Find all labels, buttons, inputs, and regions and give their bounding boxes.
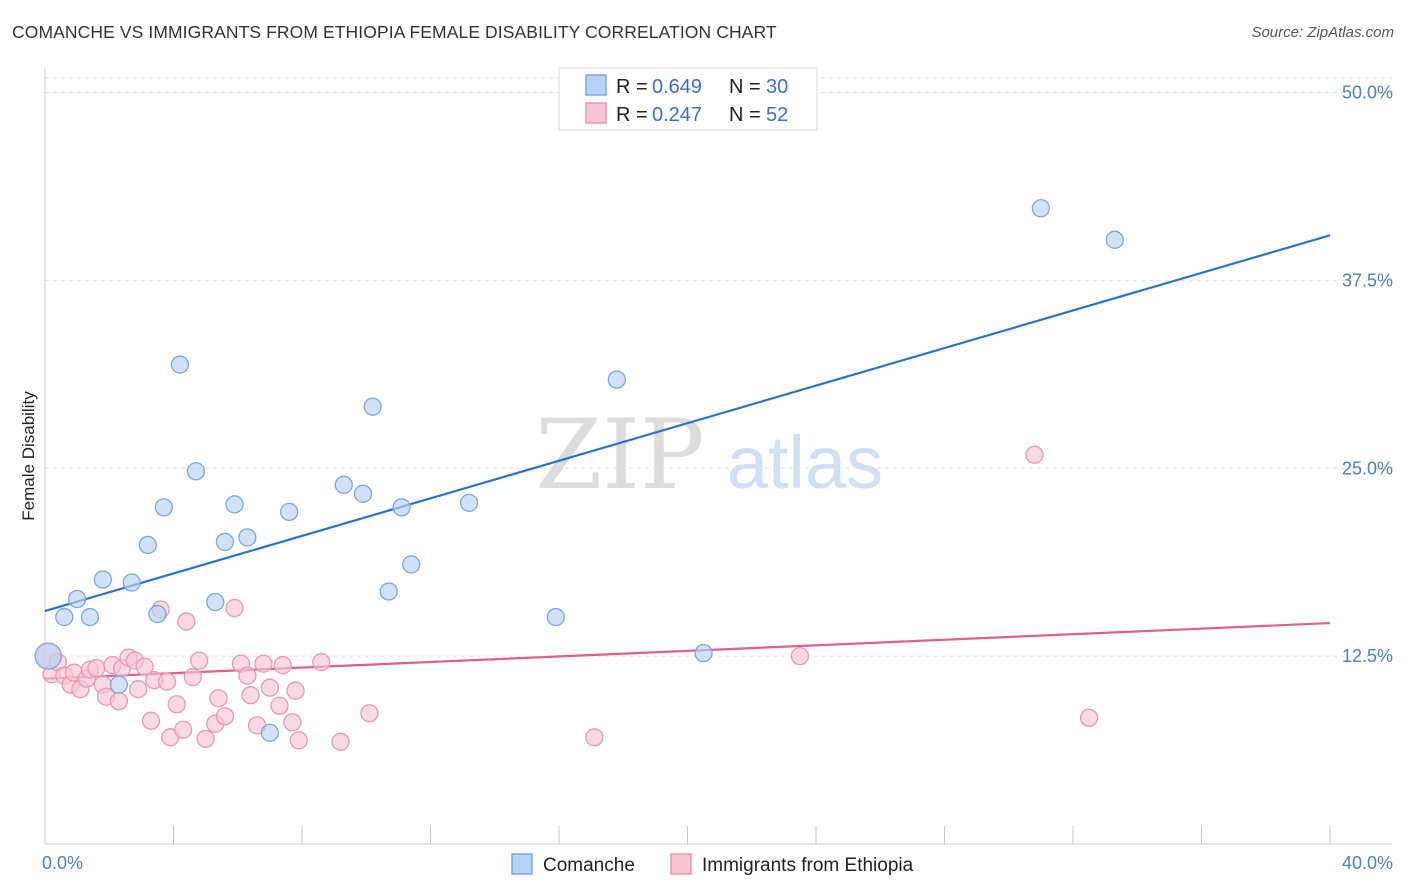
bottom-legend-swatch-ethiopia: [670, 853, 692, 875]
point-ethiopia: [260, 678, 280, 697]
watermark-zip: ZIP: [535, 399, 704, 511]
point-comanche: [459, 493, 479, 512]
legend-swatch-ethiopia: [585, 102, 607, 124]
gridlines: [45, 77, 1392, 657]
point-comanche: [170, 355, 190, 374]
point-comanche: [138, 535, 157, 555]
point-ethiopia: [173, 720, 193, 739]
point-comanche: [148, 604, 167, 624]
y-tick-label: 37.5%: [1342, 270, 1393, 290]
watermark-atlas: atlas: [727, 421, 883, 504]
y-tick-label: 12.5%: [1342, 646, 1393, 666]
point-comanche: [363, 397, 382, 416]
axes: [44, 68, 1392, 845]
point-ethiopia: [167, 695, 186, 714]
point-comanche: [34, 642, 62, 670]
point-comanche: [55, 607, 74, 627]
legend-r-value-ethiopia: 0.247: [652, 104, 702, 126]
bottom-legend-label-comanche: Comanche: [543, 855, 635, 876]
point-comanche: [402, 555, 421, 574]
point-ethiopia: [157, 672, 177, 691]
bottom-legend-label-ethiopia: Immigrants from Ethiopia: [702, 855, 914, 876]
point-comanche: [122, 573, 141, 592]
y-tick-label: 50.0%: [1342, 83, 1393, 103]
point-comanche: [109, 675, 129, 694]
bottom-legend: Comanche Immigrants from Ethiopia: [511, 853, 914, 876]
point-comanche: [607, 370, 626, 389]
legend-r-label-comanche: R =: [616, 76, 648, 98]
legend-r-label-ethiopia: R =: [616, 104, 648, 126]
legend-n-label-comanche: N =: [729, 76, 761, 98]
watermark: ZIP atlas: [535, 399, 883, 511]
point-comanche: [93, 570, 112, 589]
point-comanche: [353, 484, 373, 503]
point-comanche: [206, 592, 225, 612]
point-ethiopia: [135, 657, 154, 676]
point-comanche: [1105, 230, 1124, 249]
point-comanche: [67, 589, 87, 609]
y-axis-label: Female Disability: [19, 391, 38, 521]
point-comanche: [215, 532, 235, 552]
point-comanche: [279, 502, 299, 522]
point-ethiopia: [129, 680, 148, 699]
point-ethiopia: [289, 731, 308, 750]
point-ethiopia: [360, 704, 379, 723]
point-ethiopia: [283, 713, 302, 732]
x-tick-label-min: 0.0%: [42, 853, 83, 873]
point-ethiopia: [241, 686, 260, 705]
data-points: [34, 199, 1124, 751]
y-tick-labels: 12.5% 25.0% 37.5% 50.0%: [1342, 83, 1393, 667]
point-comanche: [392, 498, 411, 517]
legend-n-value-comanche: 30: [766, 76, 788, 98]
point-ethiopia: [183, 668, 202, 687]
point-ethiopia: [109, 692, 129, 711]
legend-r-value-comanche: 0.649: [652, 76, 702, 98]
point-comanche: [694, 643, 713, 663]
legend-n-label-ethiopia: N =: [729, 104, 761, 126]
x-tick-labels: 0.0% 40.0%: [42, 853, 1393, 873]
x-tick-label-max: 40.0%: [1342, 853, 1393, 873]
point-comanche: [238, 528, 257, 547]
point-ethiopia: [225, 598, 244, 618]
legend-n-value-ethiopia: 52: [766, 104, 788, 126]
trend-line-comanche: [44, 234, 1331, 613]
point-ethiopia: [87, 659, 106, 678]
point-comanche: [225, 495, 244, 514]
legend-swatch-comanche: [585, 74, 607, 96]
bottom-legend-swatch-comanche: [511, 853, 533, 875]
point-comanche: [334, 475, 353, 494]
point-ethiopia: [209, 689, 228, 708]
point-ethiopia: [196, 729, 215, 748]
point-comanche: [260, 723, 280, 742]
point-ethiopia: [585, 728, 604, 747]
y-tick-label: 25.0%: [1342, 458, 1393, 478]
point-comanche: [379, 582, 398, 601]
point-comanche: [1031, 199, 1051, 218]
point-ethiopia: [190, 651, 209, 670]
point-comanche: [80, 607, 100, 627]
point-ethiopia: [141, 711, 161, 730]
point-ethiopia: [270, 696, 289, 715]
point-comanche: [154, 498, 174, 517]
point-ethiopia: [177, 612, 196, 631]
point-ethiopia: [312, 652, 331, 672]
point-ethiopia: [273, 656, 292, 675]
point-ethiopia: [286, 681, 305, 700]
legend: R = 0.649 N = 30 R = 0.247 N = 52: [558, 67, 818, 131]
chart-title: COMANCHE VS IMMIGRANTS FROM ETHIOPIA FEM…: [12, 22, 777, 42]
point-ethiopia: [254, 654, 273, 673]
point-comanche: [186, 462, 206, 481]
point-ethiopia: [238, 666, 257, 685]
point-ethiopia: [1079, 708, 1099, 727]
point-ethiopia: [331, 732, 350, 751]
point-ethiopia: [215, 707, 235, 726]
point-ethiopia: [790, 646, 810, 666]
source-label: Source: ZipAtlas.com: [1251, 24, 1394, 41]
point-ethiopia: [1025, 445, 1044, 464]
point-comanche: [546, 607, 565, 627]
